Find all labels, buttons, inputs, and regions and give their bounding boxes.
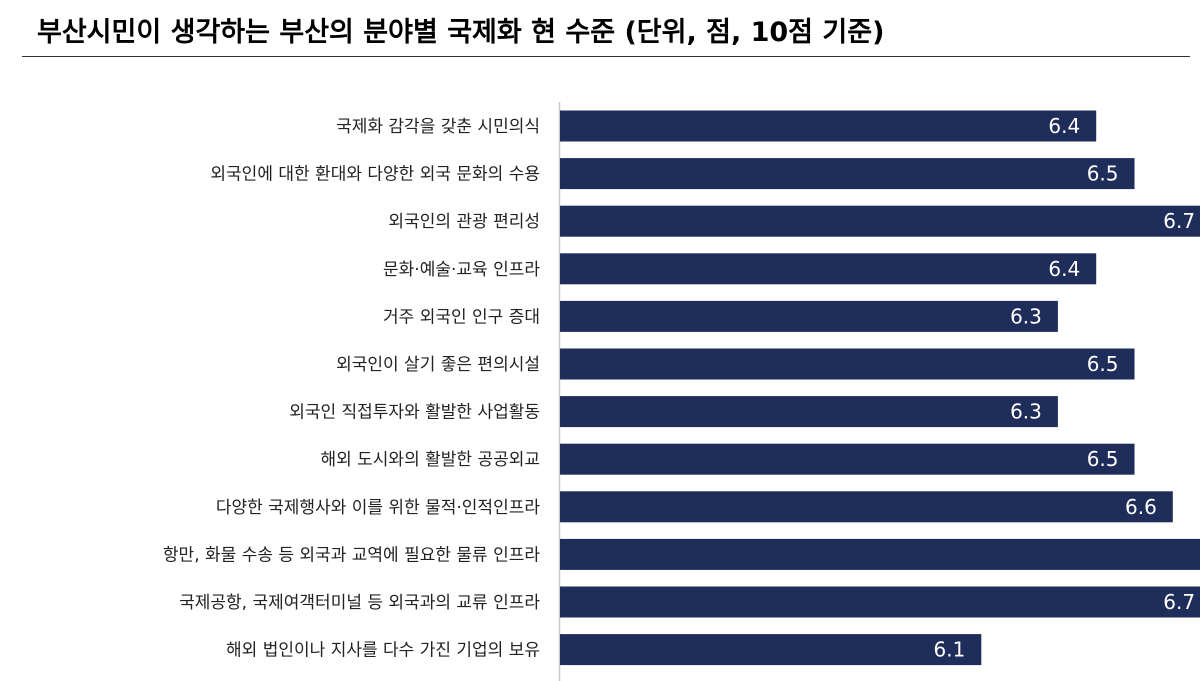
bar <box>560 538 1200 570</box>
category-label: 외국인이 살기 좋은 편의시설 <box>336 355 540 375</box>
bar <box>560 158 1135 190</box>
bars-group: 6.4 국제화 감각을 갖춘 시민의식 6.5 외국인에 대한 환대와 다양한 외국 … <box>163 110 1200 666</box>
bar-value-label: 6.7 <box>1163 209 1195 233</box>
bar <box>560 110 1097 142</box>
category-label: 외국인에 대한 환대와 다양한 외국 문화의 수용 <box>210 165 540 185</box>
bar-value-label: 6.1 <box>933 638 965 662</box>
category-label: 국제화 감각을 갖춘 시민의식 <box>336 117 540 137</box>
bar-value-label: 6.5 <box>1087 352 1119 376</box>
category-label: 항만, 화물 수송 등 외국과 교역에 필요한 물류 인프라 <box>163 545 540 565</box>
bar-value-label: 6.3 <box>1010 400 1042 424</box>
category-label: 문화·예술·교육 인프라 <box>383 260 540 280</box>
bar <box>560 396 1058 428</box>
bar-value-label: 6.4 <box>1048 257 1080 281</box>
bar-value-label: 6.4 <box>1048 114 1080 138</box>
chart-title: 부산시민이 생각하는 부산의 분야별 국제화 현 수준 (단위, 점, 10점 … <box>37 17 885 48</box>
bar <box>560 443 1135 475</box>
title-divider <box>22 56 1190 57</box>
category-label: 외국인 직접투자와 활발한 사업활동 <box>289 403 540 423</box>
bar-value-label: 6.3 <box>1010 304 1042 328</box>
bar <box>560 586 1200 618</box>
bar-value-label: 6.7 <box>1163 590 1195 614</box>
bar-value-label: 6.6 <box>1125 495 1157 519</box>
bar <box>560 300 1058 332</box>
category-label: 거주 외국인 인구 증대 <box>383 307 540 327</box>
bar <box>560 253 1097 285</box>
category-label: 해외 도시와의 활발한 공공외교 <box>320 450 540 470</box>
category-label: 외국인의 관광 편리성 <box>388 212 540 232</box>
bar <box>560 205 1200 237</box>
bar <box>560 634 982 666</box>
bar <box>560 348 1135 380</box>
bar-value-label: 6.5 <box>1087 447 1119 471</box>
bar <box>560 491 1173 523</box>
category-label: 다양한 국제행사와 이를 위한 물적·인적인프라 <box>216 498 541 518</box>
category-label: 국제공항, 국제여객터미널 등 외국과의 교류 인프라 <box>179 593 540 613</box>
category-label: 해외 법인이나 지사를 다수 가진 기업의 보유 <box>226 641 540 661</box>
bar-value-label: 6.5 <box>1087 162 1119 186</box>
